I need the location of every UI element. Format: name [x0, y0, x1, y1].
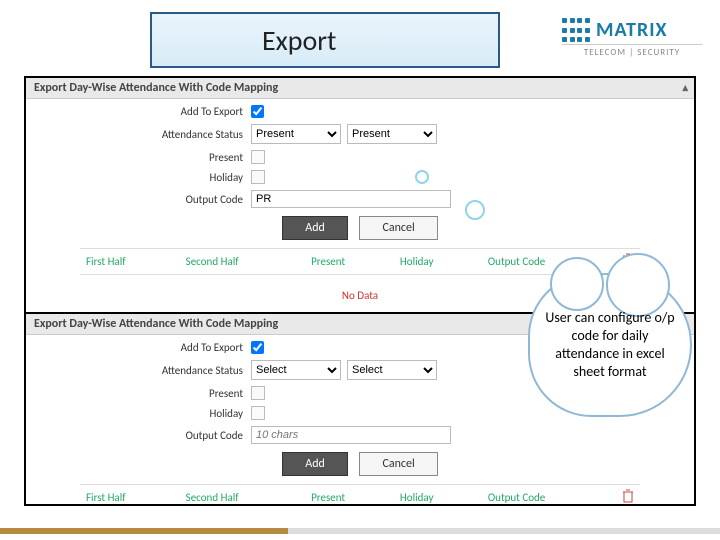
output-code-label: Output Code — [136, 193, 251, 206]
present-swatch-2[interactable] — [251, 386, 265, 400]
col2-second-half: Second Half — [180, 485, 305, 507]
title-box: Export — [150, 12, 500, 68]
output-code-input[interactable] — [251, 190, 451, 208]
add-button-2[interactable]: Add — [282, 452, 348, 476]
callout-text: User can configure o/p code for daily at… — [542, 309, 678, 382]
col-present: Present — [305, 249, 394, 275]
holiday-label: Holiday — [136, 171, 251, 184]
marker-circle — [465, 200, 485, 220]
collapse-icon[interactable]: ▴ — [682, 81, 688, 94]
holiday-swatch-2[interactable] — [251, 406, 265, 420]
attendance-status-label: Attendance Status — [136, 128, 251, 141]
status-1-select-2[interactable]: Select — [251, 360, 341, 380]
holiday-swatch[interactable] — [251, 170, 265, 184]
matrix-logo: MATRIX TELECOM | SECURITY — [562, 18, 702, 62]
add-to-export-checkbox[interactable] — [251, 105, 264, 118]
panel-2-buttons: Add Cancel — [26, 452, 694, 476]
output-code-input-2[interactable] — [251, 426, 451, 444]
col-holiday: Holiday — [394, 249, 482, 275]
trash-icon[interactable] — [622, 489, 634, 503]
status-2-select[interactable]: Present — [347, 124, 437, 144]
present-label: Present — [136, 151, 251, 164]
status-2-select-2[interactable]: Select — [347, 360, 437, 380]
output-code-label-2: Output Code — [136, 429, 251, 442]
add-to-export-label-2: Add To Export — [136, 341, 251, 354]
col-second-half: Second Half — [180, 249, 305, 275]
panel-1-buttons: Add Cancel — [26, 216, 694, 240]
callout-cloud: User can configure o/p code for daily at… — [530, 275, 690, 415]
logo-subtitle: TELECOM | SECURITY — [562, 44, 702, 58]
add-button[interactable]: Add — [282, 216, 348, 240]
panel-2-title: Export Day-Wise Attendance With Code Map… — [34, 317, 278, 331]
logo-word: MATRIX — [596, 18, 668, 42]
panel-1-title: Export Day-Wise Attendance With Code Map… — [34, 81, 278, 95]
add-to-export-label: Add To Export — [136, 105, 251, 118]
matrix-logo-icon — [562, 18, 590, 42]
panel-1-header: Export Day-Wise Attendance With Code Map… — [26, 78, 694, 99]
holiday-label-2: Holiday — [136, 407, 251, 420]
col2-output-code: Output Code — [482, 485, 616, 507]
panel-2-table: First Half Second Half Present Holiday O… — [80, 484, 640, 506]
page-title: Export — [262, 23, 336, 58]
add-to-export-checkbox-2[interactable] — [251, 341, 264, 354]
present-swatch[interactable] — [251, 150, 265, 164]
marker-circle — [415, 170, 429, 184]
cancel-button-2[interactable]: Cancel — [359, 452, 437, 476]
col2-first-half: First Half — [80, 485, 180, 507]
col2-present: Present — [305, 485, 394, 507]
present-label-2: Present — [136, 387, 251, 400]
col-first-half: First Half — [80, 249, 180, 275]
status-1-select[interactable]: Present — [251, 124, 341, 144]
footer-stripe — [0, 528, 720, 534]
col2-holiday: Holiday — [394, 485, 482, 507]
attendance-status-label-2: Attendance Status — [136, 364, 251, 377]
cancel-button[interactable]: Cancel — [359, 216, 437, 240]
